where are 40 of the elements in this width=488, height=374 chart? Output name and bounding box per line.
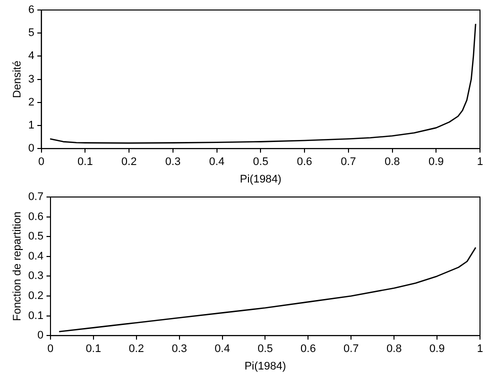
x-tick-label: 0.6	[296, 156, 312, 168]
y-tick-label: 2	[28, 96, 34, 108]
y-axis-title: Fonction de repartition	[12, 212, 24, 322]
x-tick-label: 0.7	[340, 156, 356, 168]
y-tick-label: 0	[37, 330, 44, 342]
y-tick-label: 5	[28, 27, 34, 40]
x-tick-label: 0.8	[384, 156, 400, 168]
y-tick-label: 0	[28, 142, 34, 155]
x-tick-label: 0.9	[428, 156, 444, 168]
y-tick-label: 0.6	[28, 210, 44, 223]
y-tick-label: 0.3	[28, 270, 44, 282]
y-tick-label: 0.4	[28, 250, 44, 262]
x-tick-label: 1	[476, 343, 484, 356]
x-tick-label: 0.4	[214, 343, 230, 356]
x-tick-label: 0.6	[300, 343, 316, 356]
x-tick-label: 0.8	[386, 343, 402, 356]
y-axis-title: Densité	[12, 60, 24, 98]
x-tick-label: 1	[476, 156, 484, 168]
y-tick-label: 1	[28, 120, 34, 132]
x-tick-label: 0.2	[128, 343, 144, 356]
y-tick-label: 0.5	[28, 230, 44, 243]
x-tick-label: 0.2	[121, 156, 137, 168]
x-axis-title: Pi(1984)	[240, 173, 282, 186]
x-tick-label: 0.3	[165, 156, 181, 168]
x-tick-label: 0.1	[86, 343, 102, 356]
y-tick-label: 3	[28, 73, 34, 86]
x-tick-label: 0	[47, 343, 54, 356]
x-tick-label: 0.5	[258, 343, 273, 356]
x-tick-label: 0.1	[78, 156, 93, 168]
x-tick-label: 0.7	[344, 343, 359, 356]
y-tick-label: 6	[28, 4, 34, 16]
x-axis-title: Pi(1984)	[244, 360, 286, 372]
y-tick-label: 0.2	[28, 290, 44, 302]
y-tick-label: 0.7	[28, 191, 44, 204]
x-tick-label: 0.4	[209, 156, 224, 168]
x-tick-label: 0.5	[253, 156, 268, 168]
x-tick-label: 0.9	[429, 343, 445, 356]
x-tick-label: 0.3	[172, 343, 187, 356]
y-tick-label: 0.1	[28, 310, 44, 322]
y-tick-label: 4	[28, 50, 34, 62]
